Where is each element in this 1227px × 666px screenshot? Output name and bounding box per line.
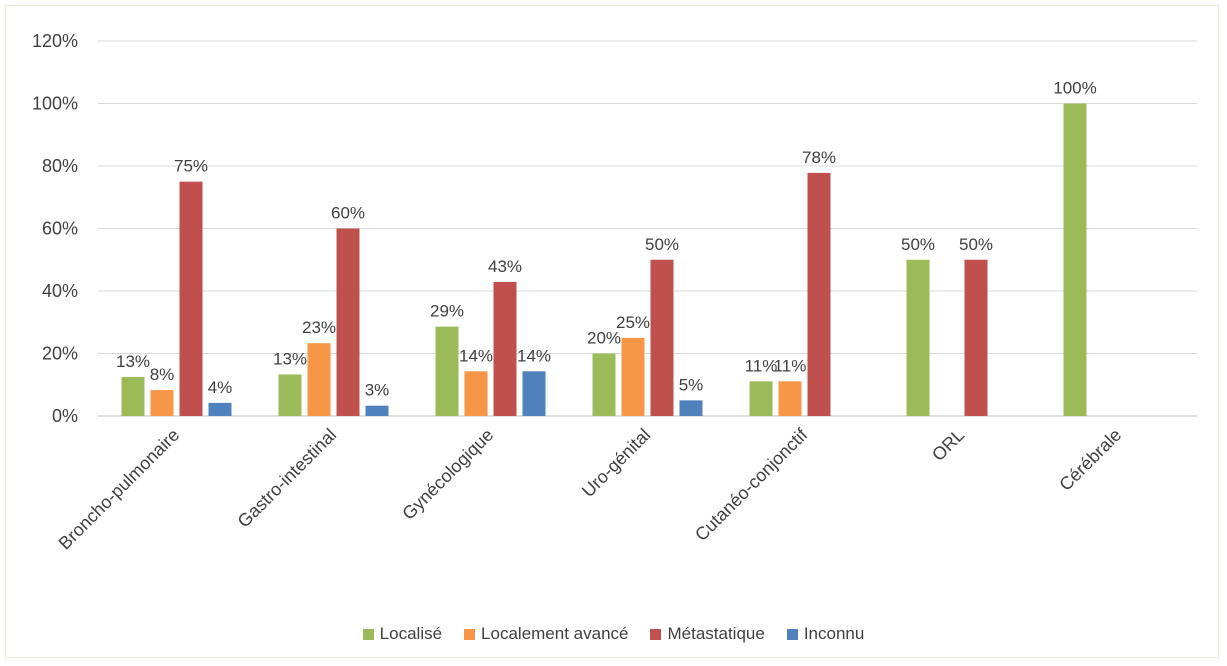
legend-label: Localement avancé [481,624,629,643]
y-tick-label: 60% [42,219,78,239]
bar [278,374,302,416]
data-label: 8% [150,365,175,384]
bar [1063,103,1087,416]
legend-swatch [650,628,662,640]
bar [592,353,616,416]
bar [906,259,930,416]
x-tick-label: Uro-génital [578,425,654,501]
data-label: 14% [517,346,551,365]
bar [778,381,802,416]
data-label: 11% [745,356,778,375]
data-label: 23% [302,318,336,337]
data-label: 14% [459,346,493,365]
bar [621,337,645,416]
bar [964,259,988,416]
legend-label: Métastatique [667,624,765,643]
bar [121,376,145,416]
x-tick-label: Cutanéo-conjonctif [691,424,812,545]
x-tick-label: Gastro-intestinal [234,425,341,532]
bar [493,281,517,416]
bar [336,228,360,416]
bar [435,326,459,416]
x-tick-label: Cérébrale [1055,425,1125,495]
y-tick-label: 80% [42,156,78,176]
bar [365,405,389,416]
data-label: 50% [959,235,993,254]
data-label: 50% [645,235,679,254]
x-tick-label: ORL [928,425,968,465]
bar [650,259,674,416]
legend-label: Inconnu [803,624,865,643]
data-label: 11% [774,356,807,375]
legend-item: Localisé [362,624,443,644]
x-tick-label: Gynécologique [398,425,497,524]
y-tick-label: 120% [32,31,78,51]
bar [464,371,488,416]
data-label: 75% [174,157,208,176]
data-label: 13% [273,349,307,368]
legend-label: Localisé [379,624,443,643]
data-label: 60% [331,204,365,223]
bar [307,343,331,416]
data-label: 13% [116,352,150,371]
x-tick-label: Broncho-pulmonaire [55,425,184,554]
legend-swatch [786,628,798,640]
bar [807,172,831,416]
data-label: 3% [365,381,390,400]
bar [749,381,773,416]
bar [150,390,174,416]
y-tick-label: 0% [52,406,78,426]
data-label: 100% [1053,79,1096,98]
data-label: 29% [430,302,464,321]
legend-item: Métastatique [650,624,765,644]
chart-legend: Localisé Localement avancé Métastatique Inc… [0,622,1227,646]
bar [522,371,546,416]
data-label: 78% [802,148,836,167]
chart-frame [5,5,1219,658]
y-tick-label: 100% [32,94,78,114]
y-tick-label: 20% [42,344,78,364]
data-label: 50% [901,235,935,254]
data-label: 20% [587,329,621,348]
bar [208,402,232,416]
data-label: 25% [616,313,650,332]
data-label: 4% [208,378,233,397]
legend-item: Inconnu [786,624,865,644]
legend-item: Localement avancé [464,624,628,644]
data-label: 5% [679,375,704,394]
legend-swatch [464,628,476,640]
bar [679,400,703,416]
bar [179,181,203,416]
legend-swatch [362,628,374,640]
y-tick-label: 40% [42,281,78,301]
data-label: 43% [488,257,522,276]
